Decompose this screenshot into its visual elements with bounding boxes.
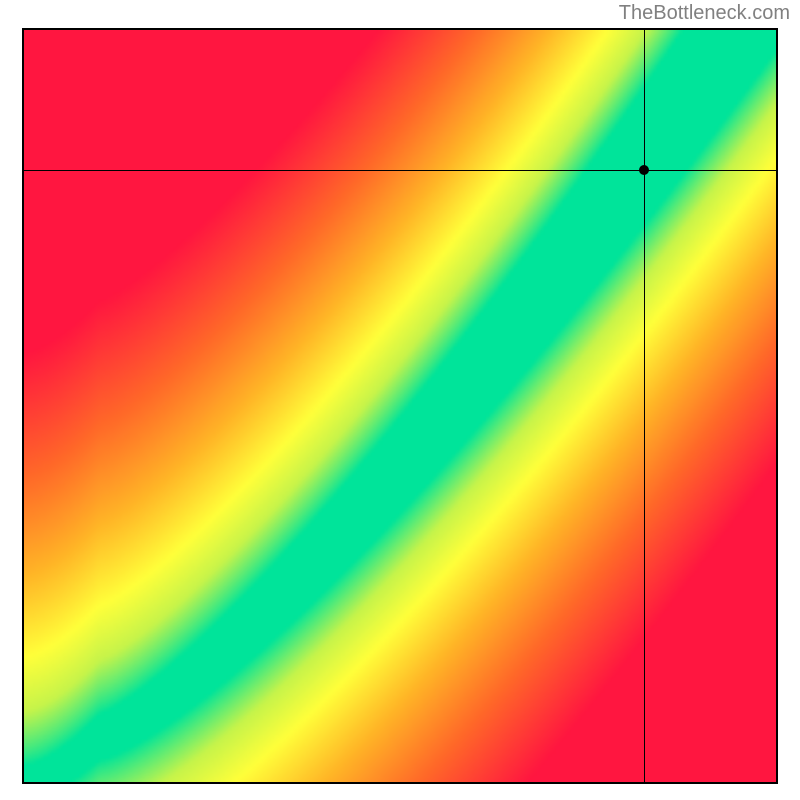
plot-area [24, 30, 776, 782]
watermark-text: TheBottleneck.com [619, 2, 790, 25]
crosshair-horizontal [24, 170, 776, 171]
plot-frame [22, 28, 778, 784]
heatmap-canvas [24, 30, 776, 782]
crosshair-vertical [644, 30, 645, 782]
crosshair-marker [639, 165, 649, 175]
